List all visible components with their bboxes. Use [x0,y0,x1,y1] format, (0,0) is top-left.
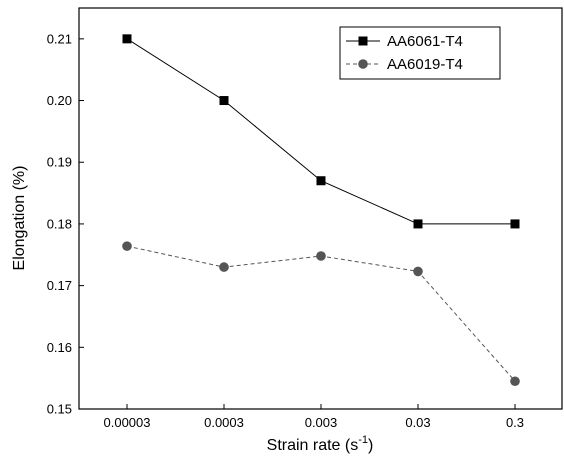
x-axis-ticks: 0.00003 0.0003 0.003 0.03 0.3 [104,404,524,430]
legend-label-aa6061-t4: AA6061-T4 [387,33,463,50]
x-tick-label: 0.0003 [204,415,244,430]
legend-marker-aa6061-t4 [358,36,368,46]
legend-marker-aa6019-t4 [358,59,368,69]
x-tick-label: 0.00003 [104,415,151,430]
data-point-aa6019-t4 [510,376,520,387]
data-point-aa6019-t4 [316,251,326,261]
data-point-aa6061-t4 [413,219,423,229]
x-axis-title-base: Strain rate (s [267,437,359,454]
data-point-aa6061-t4 [219,96,229,106]
legend-label-aa6019-t4: AA6019-T4 [387,56,463,73]
x-axis-title-close: ) [368,437,373,454]
y-axis-ticks: 0.15 0.16 0.17 0.18 0.19 0.20 0.21 [47,31,84,417]
y-tick-label: 0.16 [47,340,72,355]
data-point-aa6019-t4 [122,241,132,251]
data-point-aa6061-t4 [316,176,326,186]
series-line-aa6019-t4 [126,245,516,382]
y-tick-label: 0.18 [47,216,72,231]
y-tick-label: 0.20 [47,93,72,108]
data-point-aa6061-t4 [122,34,132,44]
series-aa6019-t4 [122,241,520,387]
y-tick-label: 0.19 [47,155,72,170]
series-aa6061-t4 [122,34,520,229]
x-axis-title: Strain rate (s-1) [267,434,374,454]
series-layer [122,34,520,387]
x-tick-label: 0.3 [506,415,524,430]
y-tick-label: 0.21 [47,31,72,46]
x-axis-title-exponent: -1 [358,434,368,446]
x-tick-label: 0.003 [305,415,338,430]
data-point-aa6061-t4 [510,219,520,229]
legend: AA6061-T4 AA6019-T4 [339,26,501,80]
data-point-aa6019-t4 [219,262,229,272]
y-tick-label: 0.17 [47,278,72,293]
y-axis-title: Elongation (%) [11,166,28,271]
data-point-aa6019-t4 [413,266,423,277]
x-tick-label: 0.03 [405,415,430,430]
legend-box [339,26,501,80]
y-tick-label: 0.15 [47,402,72,417]
